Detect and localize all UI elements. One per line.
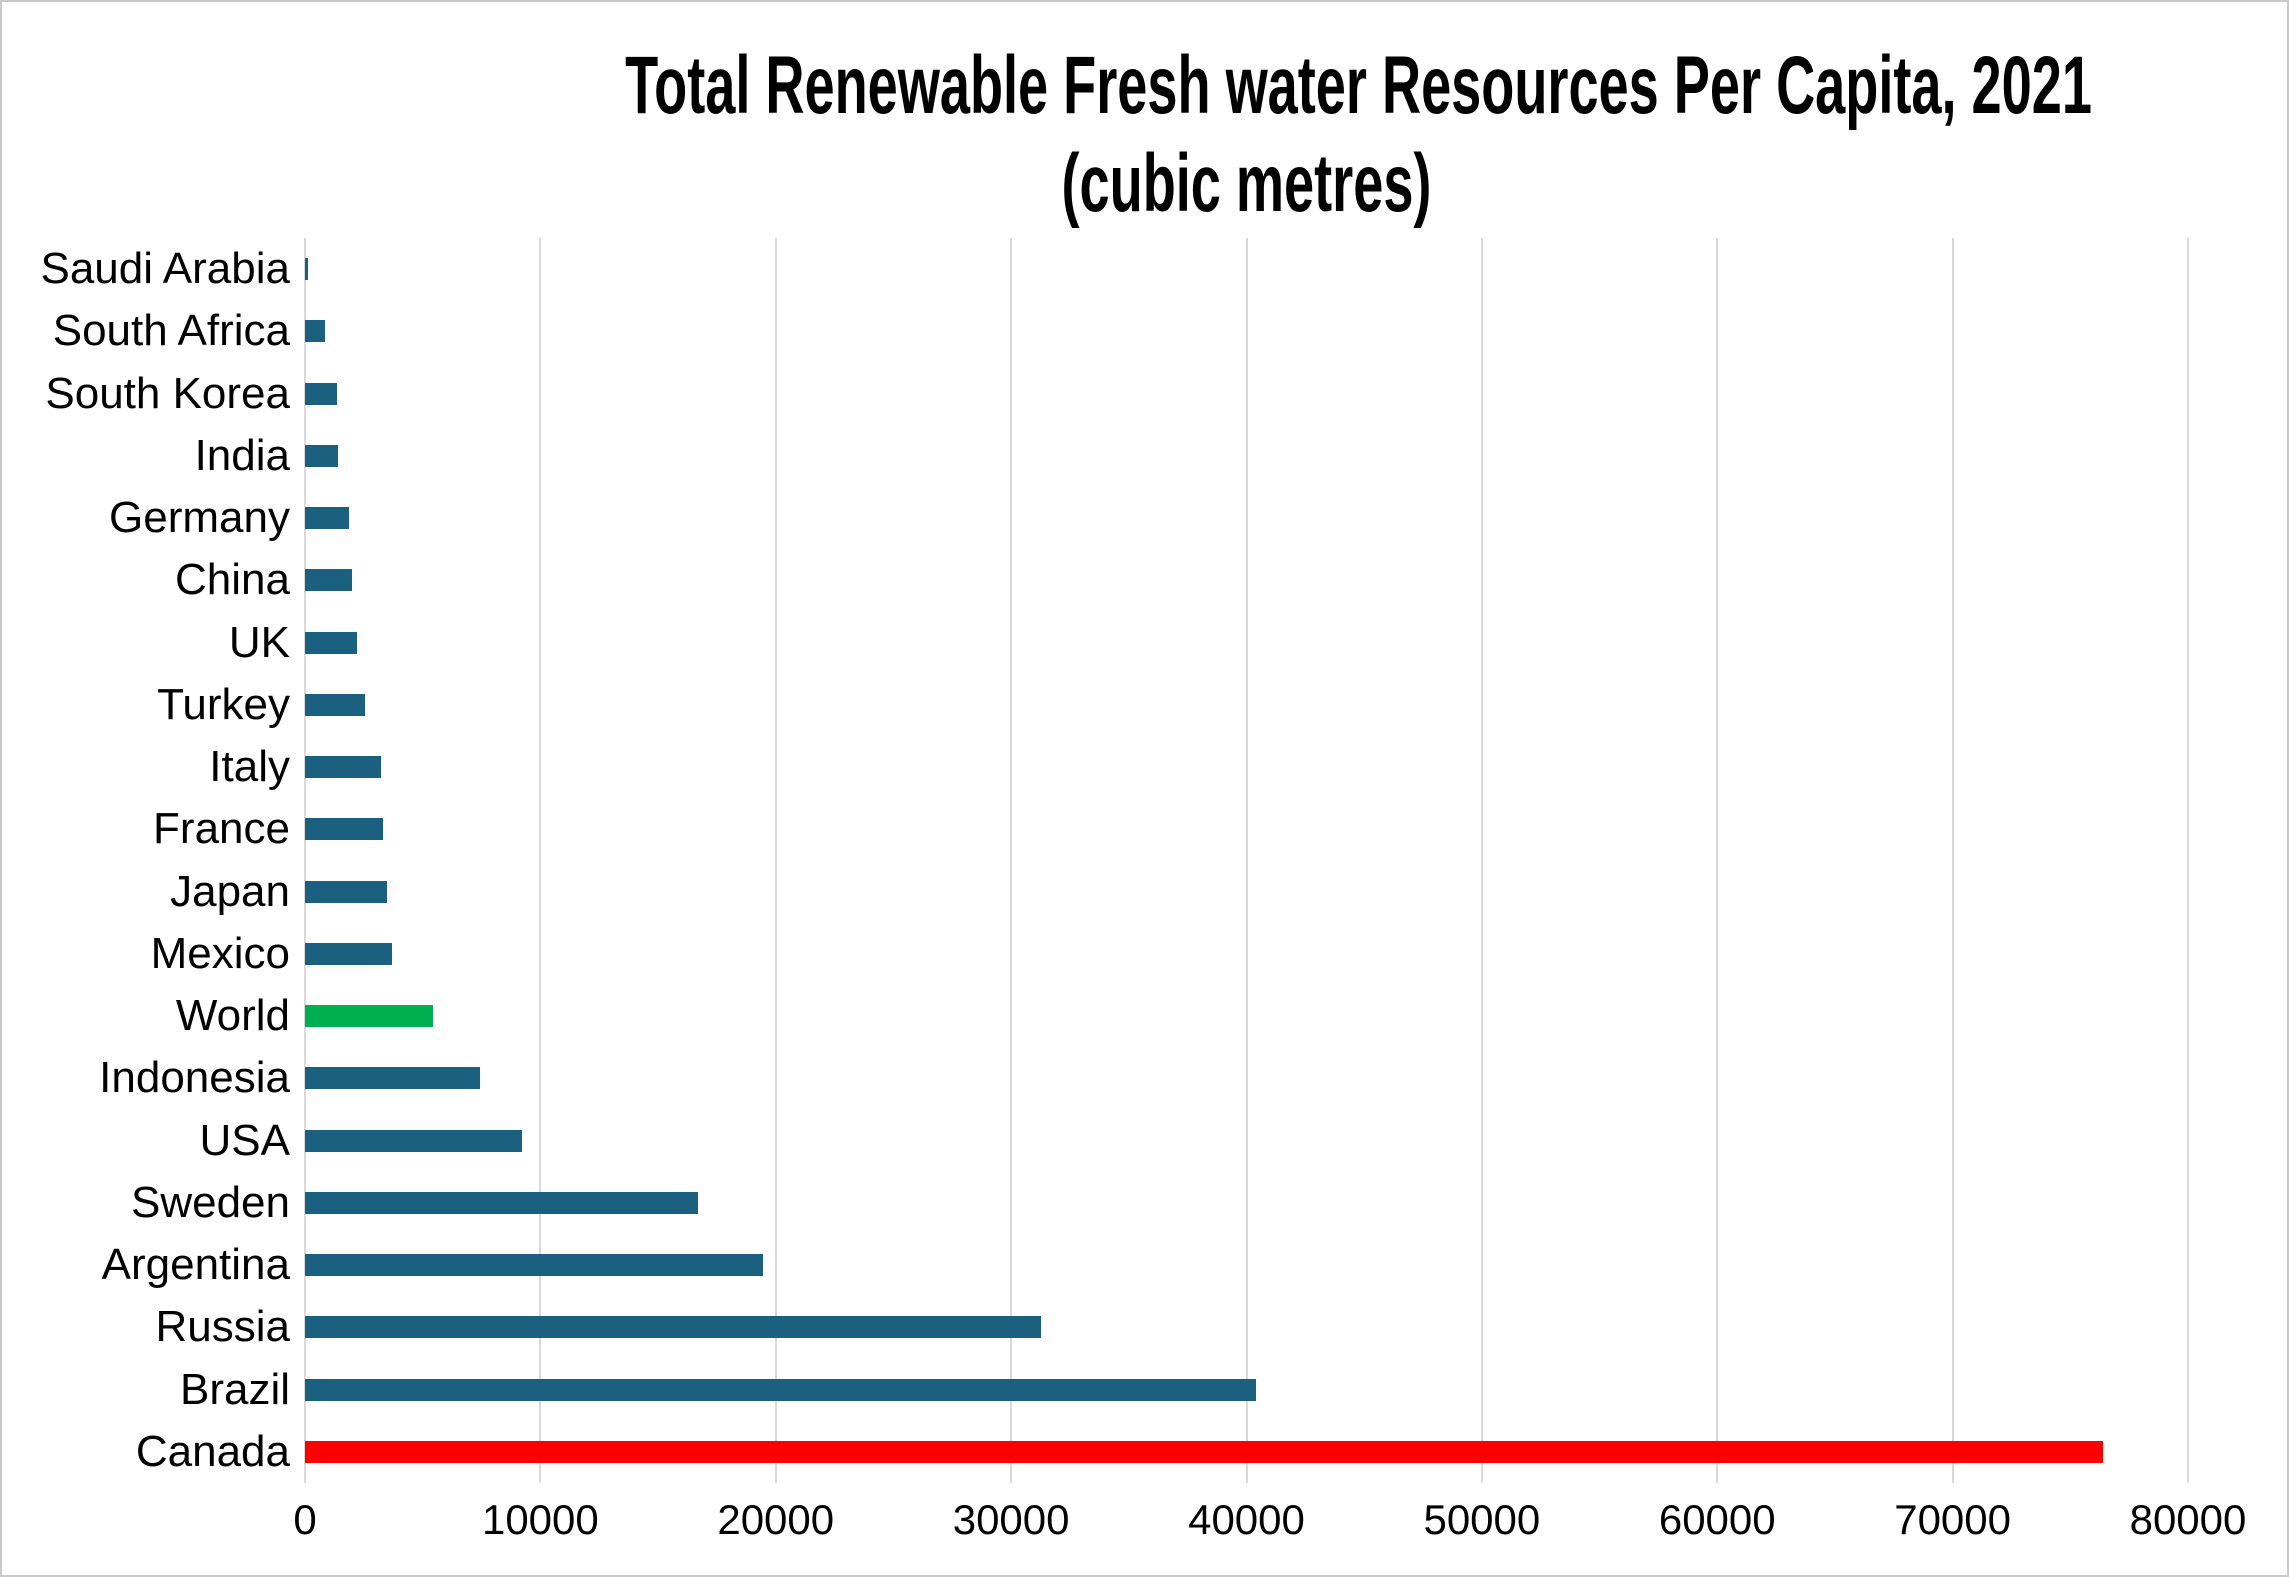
- x-tick-label-10000: 10000: [481, 1496, 599, 1543]
- category-label-germany: Germany: [109, 493, 290, 543]
- bar-france: [305, 818, 383, 841]
- x-tick-label-80000: 80000: [2129, 1496, 2247, 1543]
- category-label-saudi-arabia: Saudi Arabia: [40, 244, 290, 294]
- x-tick-label-0: 0: [293, 1496, 317, 1543]
- bar-saudi-arabia: [305, 258, 308, 281]
- gridline-x-40000: [1245, 238, 1248, 1483]
- category-label-south-korea: South Korea: [45, 368, 290, 418]
- bar-indonesia: [305, 1067, 480, 1090]
- gridline-x-60000: [1716, 238, 1719, 1483]
- category-label-turkey: Turkey: [157, 679, 290, 729]
- chart-subtitle: (cubic metres): [1061, 138, 1432, 229]
- gridline-x-50000: [1480, 238, 1483, 1483]
- chart-title-block: Total Renewable Fresh water Resources Pe…: [625, 36, 2092, 232]
- gridline-x-10000: [539, 238, 542, 1483]
- bar-india: [305, 444, 338, 467]
- category-label-japan: Japan: [170, 866, 290, 916]
- x-tick-label-60000: 60000: [1658, 1496, 1776, 1543]
- category-label-canada: Canada: [135, 1426, 290, 1476]
- category-label-china: China: [175, 555, 290, 605]
- gridline-x-0: [304, 238, 306, 1483]
- gridline-x-20000: [774, 238, 777, 1483]
- bar-mexico: [305, 942, 392, 965]
- category-label-usa: USA: [199, 1115, 290, 1165]
- category-label-world: World: [175, 991, 290, 1041]
- bar-germany: [305, 507, 349, 530]
- gridline-x-80000: [2187, 238, 2189, 1483]
- category-label-russia: Russia: [155, 1302, 291, 1352]
- x-tick-label-30000: 30000: [952, 1496, 1070, 1543]
- bar-argentina: [305, 1254, 764, 1277]
- bar-brazil: [305, 1378, 1257, 1401]
- bar-italy: [305, 756, 382, 779]
- x-tick-label-20000: 20000: [717, 1496, 835, 1543]
- category-label-italy: Italy: [209, 742, 290, 792]
- bar-south-korea: [305, 382, 337, 405]
- gridline-x-30000: [1010, 238, 1013, 1483]
- category-label-india: India: [194, 430, 290, 480]
- bar-china: [305, 569, 352, 592]
- category-label-indonesia: Indonesia: [99, 1053, 290, 1103]
- category-label-south-africa: South Africa: [52, 306, 290, 356]
- category-label-brazil: Brazil: [179, 1364, 290, 1414]
- category-label-uk: UK: [228, 617, 290, 667]
- category-label-mexico: Mexico: [150, 928, 290, 978]
- bar-usa: [305, 1129, 523, 1152]
- bar-world: [305, 1005, 433, 1028]
- bar-uk: [305, 631, 357, 654]
- x-tick-label-70000: 70000: [1894, 1496, 2012, 1543]
- x-tick-label-50000: 50000: [1423, 1496, 1541, 1543]
- x-tick-label-40000: 40000: [1188, 1496, 1305, 1543]
- bar-sweden: [305, 1191, 698, 1214]
- category-label-argentina: Argentina: [101, 1240, 290, 1290]
- category-label-france: France: [153, 804, 290, 854]
- chart-title: Total Renewable Fresh water Resources Pe…: [625, 40, 2092, 131]
- bar-south-africa: [305, 320, 325, 343]
- bar-japan: [305, 880, 387, 903]
- bar-canada: [305, 1440, 2104, 1463]
- bar-russia: [305, 1316, 1041, 1339]
- category-label-sweden: Sweden: [130, 1177, 290, 1227]
- bar-turkey: [305, 693, 365, 716]
- gridline-x-70000: [1951, 238, 1954, 1483]
